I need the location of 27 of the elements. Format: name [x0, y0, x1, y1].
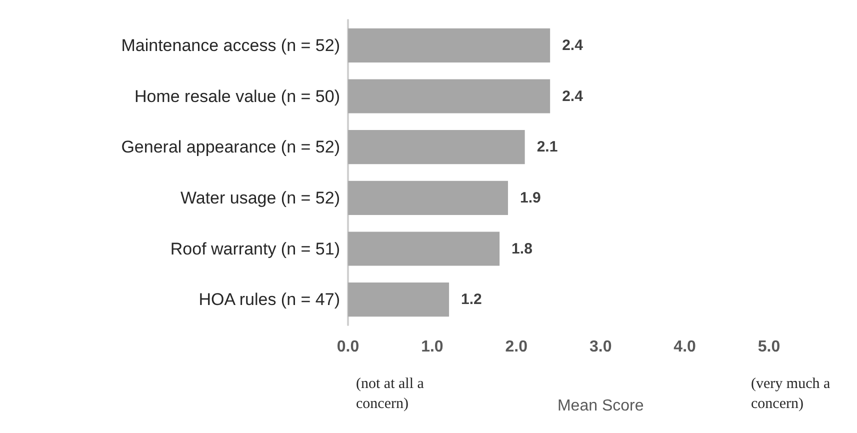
data-label: 1.2: [461, 291, 482, 308]
x-axis-title: Mean Score: [557, 398, 644, 414]
bar: [348, 180, 508, 215]
bar: [348, 282, 450, 317]
text: (not at all a concern): [356, 376, 428, 412]
bar: [348, 130, 525, 164]
y-tick-label: Water usage (n = 52): [180, 188, 340, 208]
x-tick-label: 4.0: [674, 338, 696, 356]
bar: [348, 79, 550, 114]
x-tick-label: 5.0: [758, 338, 780, 356]
data-label: 2.4: [562, 88, 584, 105]
text: (very much a concern): [751, 376, 834, 412]
data-label: 1.9: [520, 189, 541, 206]
x-tick-label: 3.0: [589, 338, 612, 356]
data-label: 2.1: [536, 138, 558, 156]
y-tick-label: Home resale value (n = 50): [134, 86, 340, 106]
data-label: 1.8: [512, 240, 532, 258]
y-tick-label: Maintenance access (n = 52): [121, 36, 340, 55]
x-tick-label: 1.0: [421, 338, 444, 356]
bar: [348, 232, 500, 266]
x-tick-label: 2.0: [505, 338, 528, 356]
y-tick-label: HOA rules (n = 47): [198, 290, 340, 310]
bar: [348, 28, 550, 62]
y-tick-label: General appearance (n = 52): [121, 138, 340, 157]
x-tick-label: 0.0: [336, 338, 360, 356]
data-label: 2.4: [562, 36, 584, 54]
y-tick-label: Roof warranty (n = 51): [170, 239, 340, 258]
